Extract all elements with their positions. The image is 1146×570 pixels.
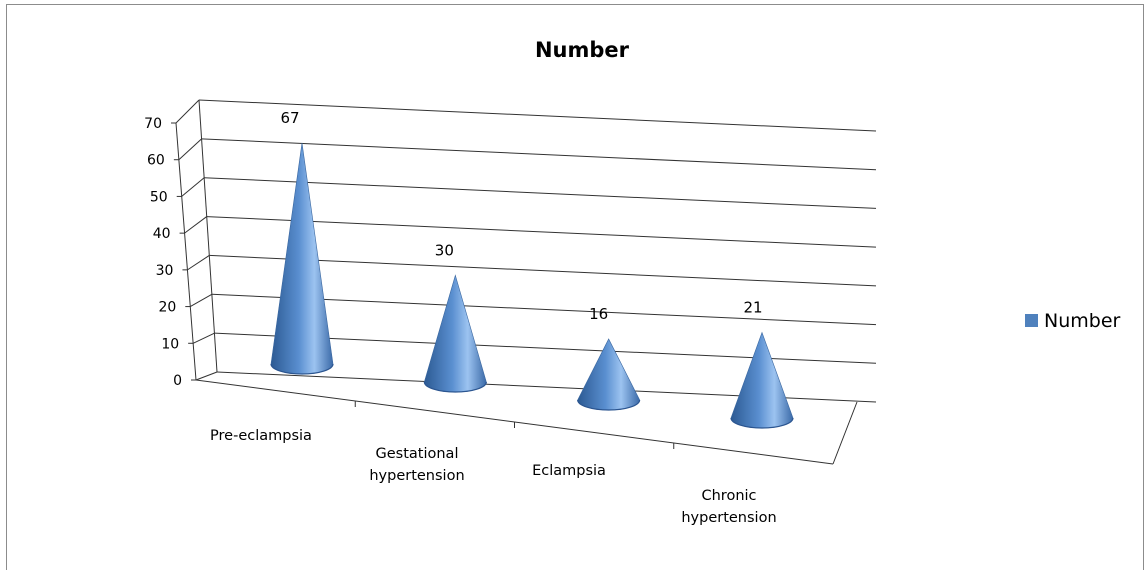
cone-base-rim — [270, 363, 334, 375]
cones — [270, 142, 794, 429]
y-tick-label: 40 — [153, 226, 171, 242]
category-label: Eclampsia — [532, 463, 606, 479]
category-label: Pre-eclampsia — [210, 428, 312, 444]
side-gridline — [175, 99, 200, 124]
y-tick-label: 60 — [147, 153, 165, 169]
data-label: 67 — [280, 109, 299, 127]
y-axis — [175, 122, 197, 381]
legend-label: Number — [1044, 310, 1121, 332]
back-gridline — [204, 177, 877, 209]
legend: Number — [1025, 310, 1121, 332]
side-gridline — [192, 332, 215, 344]
legend-swatch — [1025, 314, 1038, 327]
data-label: 16 — [589, 305, 608, 323]
y-tick-label: 20 — [158, 300, 176, 316]
cone-body — [424, 274, 487, 393]
data-label: 21 — [743, 299, 762, 317]
data-label: 30 — [435, 241, 454, 259]
y-tick-label: 70 — [144, 116, 162, 132]
chart-title: Number — [535, 38, 630, 62]
side-gridline — [184, 216, 208, 234]
category-label: Gestational hypertension — [369, 446, 464, 484]
cone-body — [730, 331, 794, 429]
floor-right-edge — [832, 401, 858, 465]
cone — [730, 331, 794, 429]
back-wall-left-edge — [198, 99, 218, 373]
side-gridline — [195, 371, 218, 381]
back-gridline — [198, 99, 877, 132]
side-gridline — [187, 255, 210, 271]
y-tick-label: 10 — [161, 336, 179, 352]
back-gridline — [201, 138, 877, 171]
category-labels: Pre-eclampsia Gestational hypertension Ecla… — [210, 428, 777, 526]
chart-frame — [6, 4, 1144, 570]
cone-base-rim — [730, 417, 794, 429]
category-label: Chronic hypertension — [681, 488, 776, 526]
cone — [423, 274, 487, 393]
y-tick-label: 50 — [150, 189, 168, 205]
cone-base-rim — [423, 381, 487, 393]
side-gridline — [178, 138, 202, 161]
side-gridline — [181, 177, 205, 197]
back-gridline — [206, 216, 877, 248]
side-gridline — [190, 293, 213, 308]
cone — [270, 142, 334, 375]
cone-base-rim — [577, 399, 641, 411]
cone — [577, 338, 641, 411]
y-tick-label: 0 — [173, 373, 182, 389]
y-tick-labels: 0 10 20 30 40 50 60 70 — [144, 116, 182, 389]
y-tick-label: 30 — [156, 263, 174, 279]
data-labels: 67 30 16 21 — [280, 109, 762, 323]
back-gridline — [209, 254, 877, 287]
